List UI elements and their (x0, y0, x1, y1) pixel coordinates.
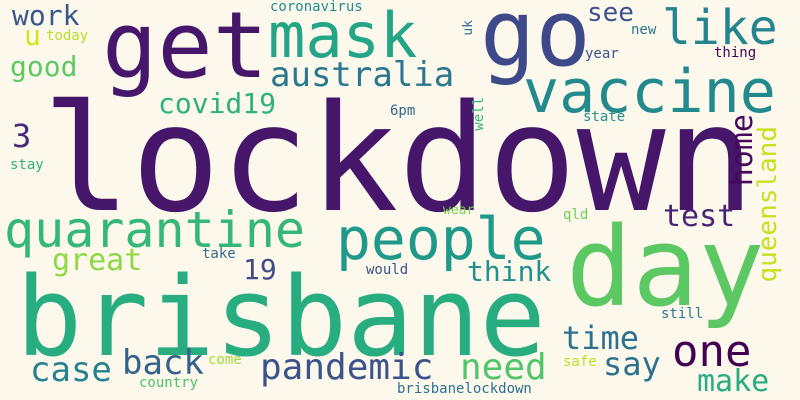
word-queensland: queensland (753, 126, 783, 283)
word-test: test (663, 199, 736, 234)
word-safe: safe (563, 354, 597, 370)
word-come: come (208, 352, 242, 368)
word-today: today (46, 28, 89, 44)
word-mask: mask (268, 0, 418, 72)
word-vaccine: vaccine (523, 57, 776, 127)
word-quarantine: quarantine (4, 201, 306, 259)
word-well: well (471, 97, 487, 131)
word-qld: qld (563, 207, 589, 223)
word-one: one (672, 326, 752, 377)
word-country: country (139, 375, 199, 391)
word-see: see (587, 0, 634, 28)
word-coronavirus: coronavirus (270, 0, 363, 15)
word-wear: wear (443, 203, 475, 218)
word-brisbanelockdown: brisbanelockdown (397, 381, 532, 397)
word-uk: uk (461, 20, 476, 36)
word-new: new (631, 22, 657, 38)
word-lockdown: lockdown (42, 73, 755, 245)
word-like: like (662, 0, 778, 56)
word-australia: australia (270, 55, 455, 95)
word-go: go (480, 0, 591, 87)
word-still: still (661, 306, 704, 322)
word-time: time (562, 319, 640, 357)
word-work: work (12, 0, 80, 32)
word-great: great (52, 243, 143, 278)
word-year: year (585, 46, 619, 62)
word-6pm: 6pm (390, 103, 416, 119)
word-make: make (697, 364, 770, 399)
word-think: think (467, 255, 552, 288)
word-need: need (460, 347, 547, 388)
word-u: u (24, 19, 41, 52)
word-pandemic: pandemic (260, 347, 434, 388)
word-covid19: covid19 (158, 87, 277, 120)
word-get: get (102, 0, 269, 99)
word-thing: thing (714, 45, 757, 61)
word-brisbane: brisbane (16, 253, 546, 381)
word-day: day (566, 203, 765, 331)
word-would: would (366, 262, 409, 278)
word-good: good (10, 50, 78, 83)
word-case: case (30, 350, 112, 390)
word-3: 3 (12, 117, 32, 155)
word-19: 19 (243, 253, 277, 286)
word-back: back (122, 343, 204, 383)
word-state: state (583, 109, 626, 125)
word-say: say (603, 345, 661, 383)
word-take: take (202, 246, 236, 262)
word-people: people (336, 205, 546, 273)
word-stay: stay (10, 157, 44, 173)
